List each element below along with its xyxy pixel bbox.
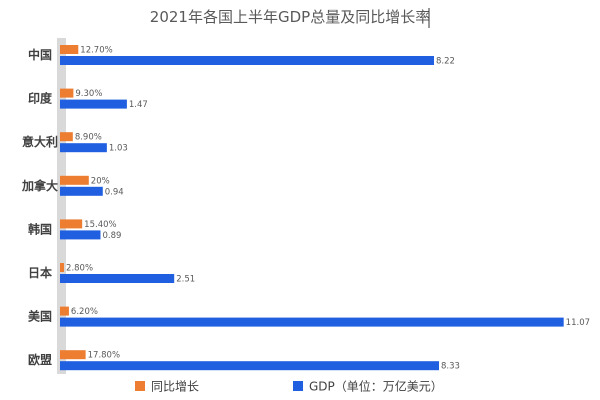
gdp-bar bbox=[60, 99, 127, 109]
gdp-bar bbox=[60, 230, 101, 240]
category-label: 意大利 bbox=[22, 134, 58, 149]
gdp-value-label: 8.33 bbox=[441, 362, 460, 372]
labels-layer: 中国 12.70% 8.22 印度 9.30% 1.47 意大利 8.90% 1.03 加拿大 20… bbox=[21, 46, 590, 372]
growth-value-label: 15.40% bbox=[84, 220, 116, 230]
gdp-value-label: 0.89 bbox=[102, 231, 121, 241]
bars-layer bbox=[60, 45, 564, 371]
growth-value-label: 9.30% bbox=[75, 89, 102, 99]
growth-bar bbox=[60, 45, 79, 54]
gdp-value-label: 1.03 bbox=[109, 144, 128, 154]
gdp-value-label: 0.94 bbox=[105, 187, 124, 197]
growth-value-label: 20% bbox=[91, 176, 110, 186]
gdp-bar bbox=[60, 274, 175, 283]
gdp-value-label: 1.47 bbox=[129, 100, 148, 110]
category-label: 韩国 bbox=[28, 221, 52, 236]
gdp-bar bbox=[60, 56, 435, 65]
legend: 同比增长 GDP（单位：万亿美元） bbox=[135, 379, 443, 394]
growth-bar bbox=[60, 132, 73, 142]
growth-bar bbox=[60, 263, 65, 272]
category-label: 美国 bbox=[28, 309, 52, 324]
legend-label-growth: 同比增长 bbox=[151, 380, 199, 394]
growth-value-label: 6.20% bbox=[71, 307, 98, 317]
growth-value-label: 8.90% bbox=[75, 133, 102, 143]
chart-title: 2021年各国上半年GDP总量及同比增长率 bbox=[150, 8, 430, 26]
gdp-bar bbox=[60, 361, 440, 371]
legend-label-gdp: GDP（单位：万亿美元） bbox=[309, 379, 443, 394]
legend-swatch-gdp bbox=[293, 381, 303, 391]
category-label: 中国 bbox=[28, 47, 52, 62]
growth-value-label: 12.70% bbox=[80, 46, 112, 56]
category-axis-band bbox=[57, 38, 66, 374]
growth-value-label: 17.80% bbox=[88, 351, 120, 361]
category-label: 欧盟 bbox=[28, 352, 52, 367]
gdp-bar bbox=[60, 143, 107, 153]
growth-bar bbox=[60, 306, 69, 316]
category-label: 印度 bbox=[28, 91, 53, 106]
category-label: 日本 bbox=[28, 265, 52, 280]
gdp-value-label: 11.07 bbox=[566, 318, 590, 328]
growth-bar bbox=[60, 350, 86, 360]
category-label: 加拿大 bbox=[21, 178, 58, 193]
gdp-value-label: 2.51 bbox=[176, 275, 195, 285]
growth-bar bbox=[60, 175, 89, 185]
growth-bar bbox=[60, 219, 83, 229]
growth-bar bbox=[60, 88, 74, 98]
gdp-value-label: 8.22 bbox=[436, 57, 455, 67]
legend-swatch-growth bbox=[135, 381, 145, 391]
gdp-bar bbox=[60, 317, 564, 327]
gdp-bar bbox=[60, 186, 103, 196]
growth-value-label: 2.80% bbox=[66, 264, 93, 274]
